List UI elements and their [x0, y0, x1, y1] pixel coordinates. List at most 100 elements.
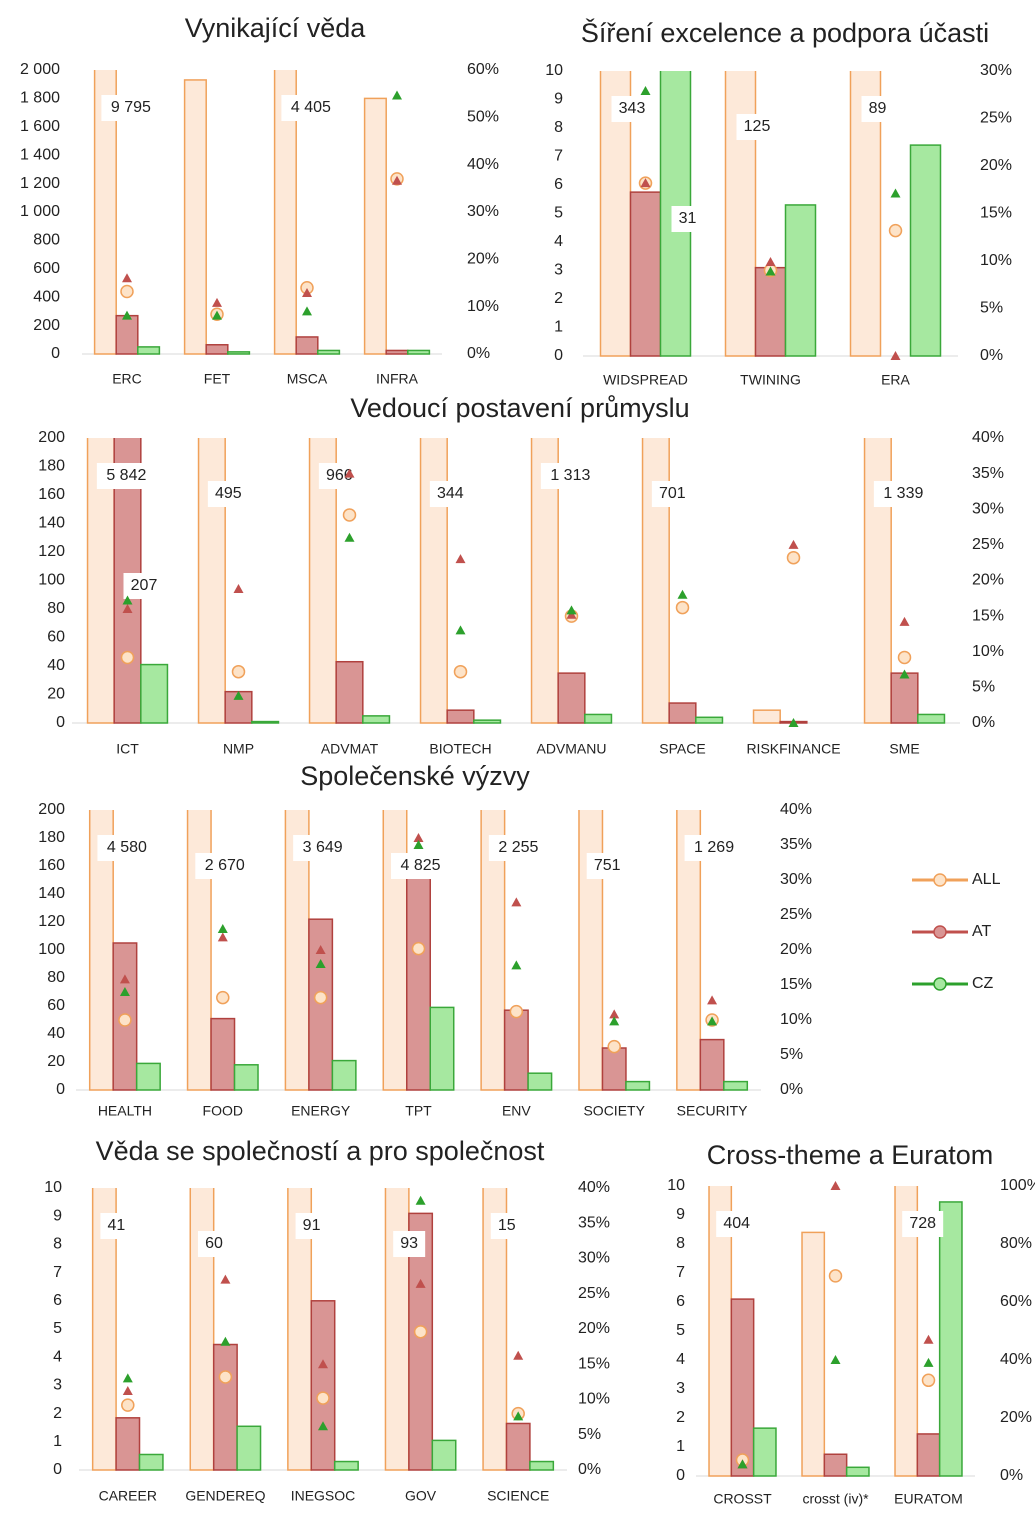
marker-triangle	[707, 1016, 718, 1026]
x-tick-label: INFRA	[376, 371, 419, 387]
y-tick-label: 6	[554, 176, 563, 193]
bar	[505, 1422, 531, 1471]
bar	[849, 71, 882, 357]
marker-triangle	[302, 306, 312, 316]
marker-circle	[786, 550, 801, 565]
x-tick-label: GOV	[405, 1488, 437, 1504]
bar	[137, 346, 161, 355]
value-label: 4 825	[400, 857, 440, 874]
legend-marker	[933, 977, 947, 991]
y2-tick-label: 40%	[780, 801, 812, 818]
bar	[88, 810, 114, 1091]
bar	[93, 70, 117, 355]
y-tick-label: 140	[38, 515, 65, 532]
bars	[708, 1186, 963, 1477]
y-tick-label: 160	[38, 857, 65, 874]
y2-tick-label: 20%	[980, 157, 1012, 174]
y2-tick-label: 25%	[980, 110, 1012, 127]
bar	[408, 1212, 434, 1471]
legend-marker	[933, 925, 947, 939]
marker-triangle	[344, 468, 355, 478]
y-tick-label: 400	[33, 288, 60, 305]
y-tick-label: 10	[667, 1177, 685, 1194]
y2-tick-label: 30%	[980, 62, 1012, 79]
marker-triangle	[122, 604, 133, 613]
value-label: 343	[619, 100, 646, 117]
value-label-box	[716, 1211, 758, 1237]
y2-tick-label: 20%	[467, 251, 499, 268]
bar	[659, 71, 692, 357]
marker-triangle	[392, 90, 402, 100]
bar	[752, 709, 781, 724]
bar	[527, 1072, 553, 1091]
x-tick-label: ERA	[881, 372, 910, 388]
y2-tick-label: 15%	[780, 976, 812, 993]
y-tick-label: 4	[53, 1348, 62, 1365]
value-label-box	[490, 1213, 523, 1239]
value-label-box	[736, 114, 778, 140]
y-tick-label: 0	[53, 1461, 62, 1478]
y2-tick-label: 40%	[1000, 1351, 1032, 1368]
y2-tick-label: 40%	[972, 429, 1004, 446]
y-tick-label: 8	[554, 119, 563, 136]
y-tick-label: 100	[38, 572, 65, 589]
y2-tick-label: 10%	[467, 298, 499, 315]
y-tick-label: 40	[47, 1025, 65, 1042]
marker-triangle	[415, 1195, 426, 1205]
bar	[251, 720, 280, 724]
value-label: 41	[107, 1217, 125, 1234]
x-tick-label: SPACE	[659, 741, 705, 757]
y-tick-label: 1	[676, 1438, 685, 1455]
marker-triangle	[217, 924, 228, 933]
y-tick-label: 0	[554, 347, 563, 364]
bar	[916, 1433, 941, 1477]
y2-tick-label: 30%	[578, 1250, 610, 1267]
marker-triangle	[511, 960, 522, 970]
x-tick-label: CROSST	[713, 1491, 772, 1507]
value-label-box	[101, 95, 161, 121]
value-label: 207	[131, 577, 158, 594]
bar	[917, 713, 946, 724]
bar	[284, 810, 310, 1091]
bar	[890, 672, 919, 724]
bar	[754, 266, 787, 357]
bar	[473, 719, 502, 724]
value-label: 31	[679, 210, 697, 227]
marker-triangle	[318, 1359, 328, 1369]
bar	[938, 1201, 963, 1477]
y2-tick-label: 35%	[578, 1214, 610, 1231]
y2-tick-label: 10%	[780, 1011, 812, 1028]
chart-title: Vynikající věda	[185, 13, 367, 43]
marker-circle	[231, 664, 246, 679]
y-tick-label: 9	[554, 91, 563, 108]
value-label-box	[902, 1211, 944, 1237]
bar	[429, 1006, 455, 1091]
y2-tick-label: 15%	[980, 205, 1012, 222]
marker-triangle	[413, 833, 424, 842]
y2-tick-label: 35%	[972, 465, 1004, 482]
marker-circle	[218, 1370, 233, 1384]
y2-tick-label: 20%	[1000, 1409, 1032, 1426]
marker-circle	[453, 664, 468, 679]
marker-triangle	[890, 188, 901, 198]
y2-tick-label: 80%	[1000, 1235, 1032, 1252]
marker-triangle	[315, 945, 326, 954]
bar	[384, 1188, 410, 1471]
y2-tick-label: 25%	[972, 536, 1004, 553]
chart-title: Věda se společností a pro společnost	[96, 1136, 545, 1166]
y2-tick-label: 50%	[467, 109, 499, 126]
legend-label: CZ	[972, 975, 994, 992]
marker-circle	[413, 1325, 428, 1339]
marker-triangle	[890, 351, 901, 360]
marker-triangle	[513, 1350, 524, 1360]
value-label-box	[684, 835, 744, 861]
value-label: 1 339	[883, 485, 923, 502]
x-tick-label: TWINING	[740, 372, 801, 388]
x-tick-label: NMP	[223, 741, 254, 757]
bar	[233, 1064, 259, 1091]
y-tick-label: 1 200	[20, 175, 60, 192]
y-tick-label: 800	[33, 232, 60, 249]
bar	[138, 1453, 164, 1471]
y-tick-label: 4	[554, 233, 563, 250]
x-tick-label: SCIENCE	[487, 1488, 549, 1504]
